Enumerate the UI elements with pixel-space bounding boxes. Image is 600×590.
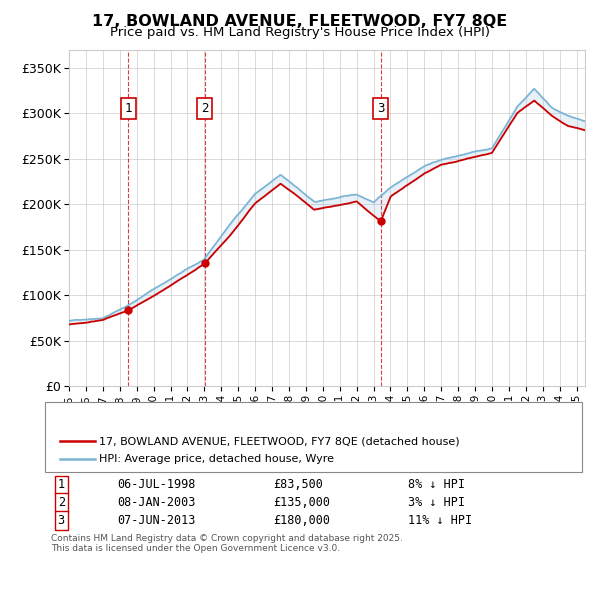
Text: 07-JUN-2013: 07-JUN-2013 <box>117 514 196 527</box>
Text: 08-JAN-2003: 08-JAN-2003 <box>117 496 196 509</box>
Text: £180,000: £180,000 <box>273 514 330 527</box>
Text: 06-JUL-1998: 06-JUL-1998 <box>117 478 196 491</box>
Text: 2: 2 <box>201 102 209 115</box>
Text: £135,000: £135,000 <box>273 496 330 509</box>
Text: 3: 3 <box>58 514 65 527</box>
Text: This data is licensed under the Open Government Licence v3.0.: This data is licensed under the Open Gov… <box>51 544 340 553</box>
Text: Contains HM Land Registry data © Crown copyright and database right 2025.: Contains HM Land Registry data © Crown c… <box>51 533 403 543</box>
Text: 3% ↓ HPI: 3% ↓ HPI <box>408 496 465 509</box>
Text: 2: 2 <box>58 496 65 509</box>
Text: HPI: Average price, detached house, Wyre: HPI: Average price, detached house, Wyre <box>99 454 334 464</box>
Text: 11% ↓ HPI: 11% ↓ HPI <box>408 514 472 527</box>
Text: 8% ↓ HPI: 8% ↓ HPI <box>408 478 465 491</box>
Text: 1: 1 <box>125 102 132 115</box>
Text: 17, BOWLAND AVENUE, FLEETWOOD, FY7 8QE: 17, BOWLAND AVENUE, FLEETWOOD, FY7 8QE <box>92 14 508 28</box>
Text: £83,500: £83,500 <box>273 478 323 491</box>
Text: 17, BOWLAND AVENUE, FLEETWOOD, FY7 8QE (detached house): 17, BOWLAND AVENUE, FLEETWOOD, FY7 8QE (… <box>99 437 460 446</box>
Text: 1: 1 <box>58 478 65 491</box>
Text: Price paid vs. HM Land Registry's House Price Index (HPI): Price paid vs. HM Land Registry's House … <box>110 26 490 39</box>
Text: 3: 3 <box>377 102 385 115</box>
